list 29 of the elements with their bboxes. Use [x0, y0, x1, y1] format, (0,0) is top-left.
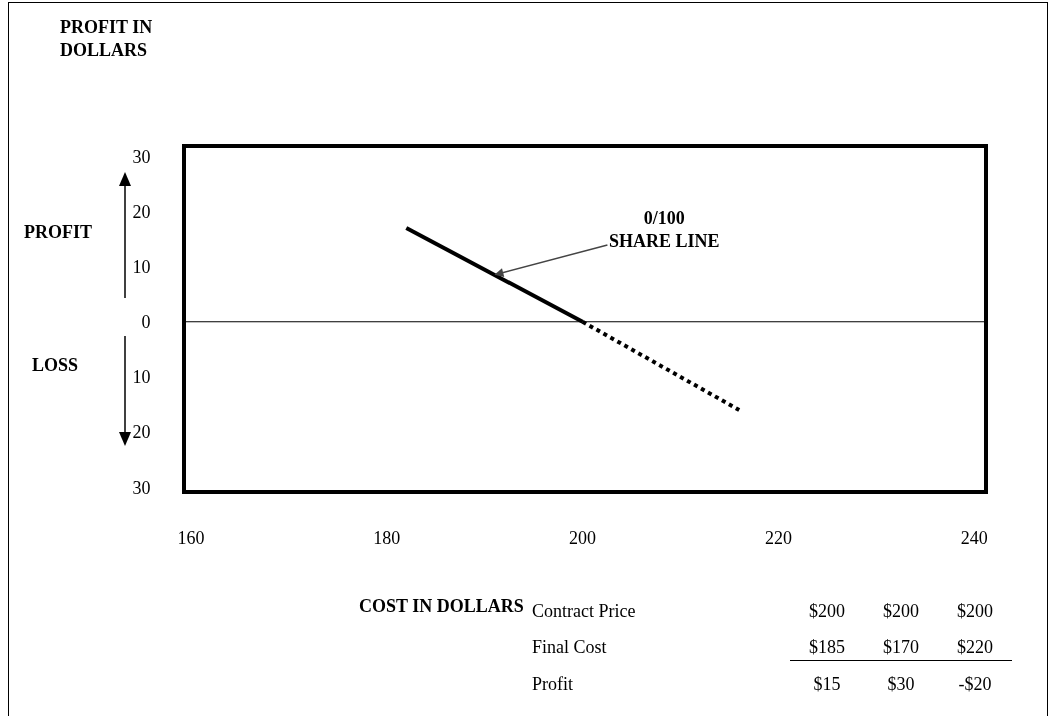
x-tick-label: 240 — [960, 527, 988, 548]
text: -$20 — [957, 673, 993, 696]
x-tick-label: 220 — [764, 527, 792, 548]
y-tick-label: 0 — [141, 312, 151, 333]
y-tick-label: 10 — [132, 256, 151, 277]
y-tick-label: 30 — [132, 477, 151, 498]
text: $200 — [882, 600, 920, 623]
annotation: 0/100 SHARE LINE — [609, 208, 720, 252]
text: LOSS — [32, 355, 79, 375]
text: $170 — [864, 634, 938, 661]
x-tick-label: 200 — [569, 527, 597, 548]
y-tick-label: 20 — [132, 201, 151, 222]
text: $15 — [812, 673, 842, 696]
text: Final Cost — [531, 636, 608, 659]
text: $185 — [790, 634, 864, 661]
y-tick-label: 10 — [132, 367, 151, 388]
x-tick-label: 180 — [373, 527, 401, 548]
text: PROFIT — [24, 222, 93, 242]
text: $30 — [886, 673, 916, 696]
text: $200 — [956, 600, 994, 623]
y-tick-label: 20 — [132, 422, 151, 443]
text: Contract Price — [531, 600, 637, 623]
text: $220 — [938, 634, 1012, 661]
y-axis-title: PROFIT IN DOLLARS — [60, 17, 153, 61]
text: $200 — [808, 600, 846, 623]
x-axis-title: COST IN DOLLARS — [359, 596, 524, 616]
y-tick-label: 30 — [132, 146, 151, 167]
x-tick-label: 160 — [177, 527, 205, 548]
text: Profit — [531, 673, 574, 696]
